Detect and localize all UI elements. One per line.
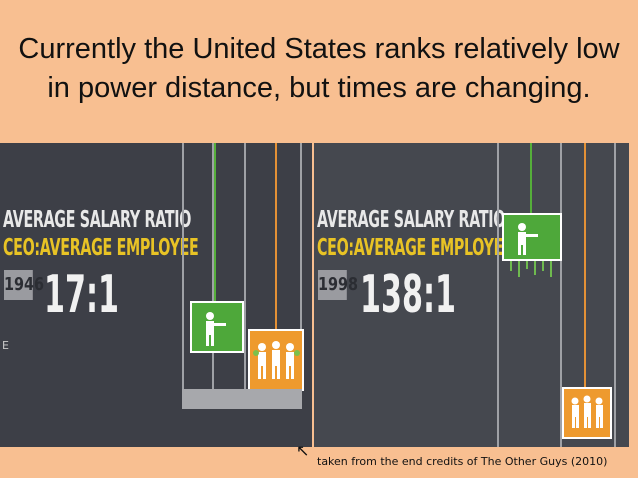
employee-rope-line	[584, 143, 586, 387]
money-drip	[510, 261, 512, 271]
person-icon	[518, 223, 538, 255]
left-heading-line1: AVERAGE SALARY RATIO	[3, 207, 192, 233]
right-infographic-panel: AVERAGE SALARY RATIO CEO:AVERAGE EMPLOYE…	[314, 143, 629, 447]
source-caption: taken from the end credits of The Other …	[317, 455, 608, 468]
employee-box	[562, 387, 612, 439]
left-frame-line	[212, 143, 214, 389]
base-shelf	[182, 389, 302, 409]
arrow-up-left-icon: ↖	[296, 443, 310, 460]
ceo-rope-line	[530, 143, 532, 213]
slide-title: Currently the United States ranks relati…	[18, 33, 620, 104]
left-infographic-panel: AVERAGE SALARY RATIO CEO:AVERAGE EMPLOYE…	[0, 143, 312, 447]
money-drip	[550, 261, 552, 277]
ceo-rope-line	[214, 143, 216, 301]
right-frame-line	[560, 143, 562, 447]
right-heading-line2: CEO:AVERAGE EMPLOYEE	[317, 235, 513, 261]
group-icon	[571, 395, 603, 428]
left-year-badge: 1946	[4, 270, 44, 300]
ceo-box	[502, 213, 562, 261]
left-frame-line	[182, 143, 184, 389]
person-icon	[206, 312, 226, 346]
left-heading-line2: CEO:AVERAGE EMPLOYEE	[3, 235, 199, 261]
left-ratio: 17:1	[44, 265, 120, 325]
left-frame-line	[300, 143, 302, 389]
employee-box	[248, 329, 304, 391]
money-drip	[534, 261, 536, 275]
money-drip	[518, 261, 520, 277]
left-edge-text: E	[2, 339, 9, 352]
money-drip	[542, 261, 544, 271]
money-drip	[526, 261, 528, 269]
right-year-badge: 1998	[318, 270, 358, 300]
right-heading-line1: AVERAGE SALARY RATIO	[317, 207, 506, 233]
right-frame-line	[614, 143, 616, 447]
right-ratio: 138:1	[360, 265, 457, 325]
right-frame-line	[497, 143, 499, 447]
group-icon	[253, 341, 300, 379]
ceo-box	[190, 301, 244, 353]
left-frame-line	[244, 143, 246, 389]
employee-rope-line	[275, 143, 277, 329]
